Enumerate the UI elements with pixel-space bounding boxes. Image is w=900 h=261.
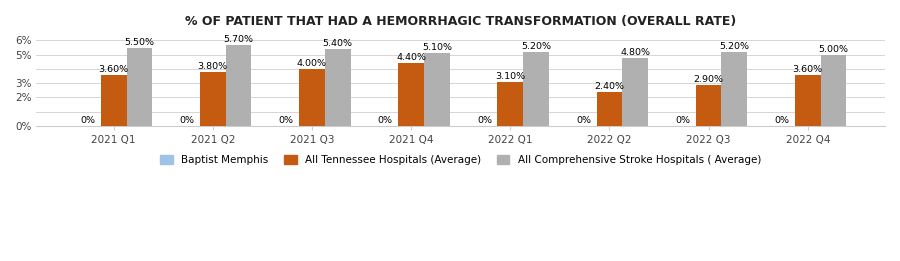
Text: 0%: 0% <box>477 116 492 125</box>
Text: 0%: 0% <box>179 116 194 125</box>
Text: 4.00%: 4.00% <box>297 59 327 68</box>
Text: 0%: 0% <box>378 116 392 125</box>
Text: 3.10%: 3.10% <box>495 72 526 81</box>
Bar <box>622 57 648 126</box>
Text: 5.50%: 5.50% <box>124 38 155 47</box>
Bar <box>299 69 325 126</box>
Bar <box>398 63 424 126</box>
Text: 3.80%: 3.80% <box>198 62 228 71</box>
Bar <box>226 45 251 126</box>
Text: 0%: 0% <box>775 116 789 125</box>
Text: 3.60%: 3.60% <box>98 65 129 74</box>
Text: 0%: 0% <box>80 116 95 125</box>
Bar <box>498 82 523 126</box>
Bar <box>821 55 846 126</box>
Bar <box>722 52 747 126</box>
Title: % OF PATIENT THAT HAD A HEMORRHAGIC TRANSFORMATION (OVERALL RATE): % OF PATIENT THAT HAD A HEMORRHAGIC TRAN… <box>185 15 736 28</box>
Bar <box>795 75 821 126</box>
Text: 5.00%: 5.00% <box>818 45 849 54</box>
Text: 0%: 0% <box>576 116 591 125</box>
Text: 0%: 0% <box>279 116 293 125</box>
Bar <box>101 75 127 126</box>
Text: 2.40%: 2.40% <box>594 82 625 91</box>
Text: 4.80%: 4.80% <box>620 48 650 57</box>
Text: 3.60%: 3.60% <box>793 65 823 74</box>
Bar <box>696 85 722 126</box>
Text: 5.70%: 5.70% <box>223 35 254 44</box>
Bar <box>325 49 351 126</box>
Legend: Baptist Memphis, All Tennessee Hospitals (Average), All Comprehensive Stroke Hos: Baptist Memphis, All Tennessee Hospitals… <box>157 151 765 169</box>
Bar <box>127 48 152 126</box>
Text: 4.40%: 4.40% <box>396 53 426 62</box>
Bar <box>424 53 450 126</box>
Text: 0%: 0% <box>675 116 690 125</box>
Text: 5.20%: 5.20% <box>719 42 750 51</box>
Bar <box>597 92 622 126</box>
Text: 5.10%: 5.10% <box>422 43 452 52</box>
Text: 2.90%: 2.90% <box>694 75 724 84</box>
Bar <box>200 72 226 126</box>
Text: 5.40%: 5.40% <box>323 39 353 48</box>
Bar <box>523 52 549 126</box>
Text: 5.20%: 5.20% <box>521 42 551 51</box>
